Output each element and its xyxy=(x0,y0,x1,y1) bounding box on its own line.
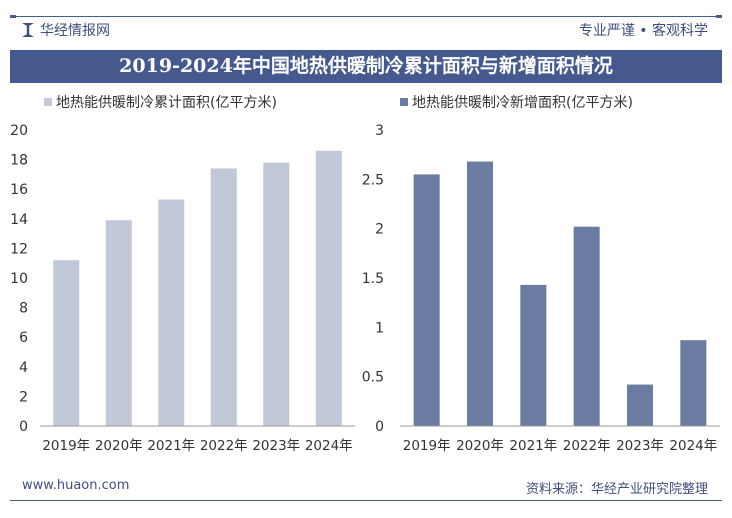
y-tick-label: 3 xyxy=(375,123,384,139)
bar xyxy=(263,162,290,426)
legend-label: 地热能供暖制冷累计面积(亿平方米) xyxy=(56,95,277,111)
bar xyxy=(210,168,237,427)
bar xyxy=(520,284,547,426)
y-tick-label: 2.5 xyxy=(362,172,384,188)
x-tick-label: 2020年 xyxy=(456,438,504,454)
bar xyxy=(158,199,185,426)
bar xyxy=(53,260,80,426)
y-tick-label: 4 xyxy=(19,360,28,376)
x-tick-label: 2022年 xyxy=(200,438,248,454)
y-tick-label: 14 xyxy=(10,212,28,228)
y-tick-label: 16 xyxy=(10,182,28,198)
x-tick-label: 2023年 xyxy=(252,438,300,454)
y-tick-label: 20 xyxy=(10,123,28,139)
legend-swatch xyxy=(400,98,408,106)
x-tick-label: 2019年 xyxy=(42,438,90,454)
y-tick-label: 8 xyxy=(19,301,28,317)
y-tick-label: 0 xyxy=(19,419,28,435)
x-tick-label: 2020年 xyxy=(95,438,143,454)
y-tick-label: 10 xyxy=(10,271,28,287)
x-tick-label: 2021年 xyxy=(147,438,195,454)
x-tick-label: 2019年 xyxy=(403,438,451,454)
x-tick-label: 2023年 xyxy=(616,438,664,454)
bar xyxy=(105,220,132,426)
bar xyxy=(413,174,440,426)
y-tick-label: 0.5 xyxy=(362,370,384,386)
x-tick-label: 2022年 xyxy=(563,438,611,454)
bar xyxy=(680,340,707,426)
x-tick-label: 2021年 xyxy=(509,438,557,454)
y-tick-label: 18 xyxy=(10,153,28,169)
bar xyxy=(467,161,493,426)
chart-title: 2019-2024年中国地热供暖制冷累计面积与新增面积情况 xyxy=(10,50,722,83)
y-tick-label: 12 xyxy=(10,241,28,257)
y-tick-label: 2 xyxy=(19,389,28,405)
bar xyxy=(573,226,600,426)
y-tick-label: 1 xyxy=(375,320,384,336)
x-tick-label: 2024年 xyxy=(305,438,353,454)
bottom-divider xyxy=(10,500,722,501)
slogan: 专业严谨 • 客观科学 xyxy=(578,23,708,39)
source-note: 资料来源：华经产业研究院整理 xyxy=(525,482,708,497)
legend-left: 地热能供暖制冷累计面积(亿平方米) xyxy=(44,92,277,112)
x-tick-label: 2024年 xyxy=(669,438,717,454)
bar xyxy=(315,150,342,426)
legend-label: 地热能供暖制冷新增面积(亿平方米) xyxy=(412,95,633,111)
y-tick-label: 1.5 xyxy=(362,271,384,287)
top-divider xyxy=(10,15,722,18)
legend-swatch xyxy=(44,98,52,106)
y-tick-label: 0 xyxy=(375,419,384,435)
brand-name: 华经情报网 xyxy=(40,23,110,39)
y-tick-label: 2 xyxy=(375,222,384,238)
website-url[interactable]: www.huaon.com xyxy=(22,478,130,493)
brand: 华经情报网 xyxy=(22,20,110,40)
y-tick-label: 6 xyxy=(19,330,28,346)
legend-right: 地热能供暖制冷新增面积(亿平方米) xyxy=(400,92,633,112)
bar xyxy=(627,384,653,426)
